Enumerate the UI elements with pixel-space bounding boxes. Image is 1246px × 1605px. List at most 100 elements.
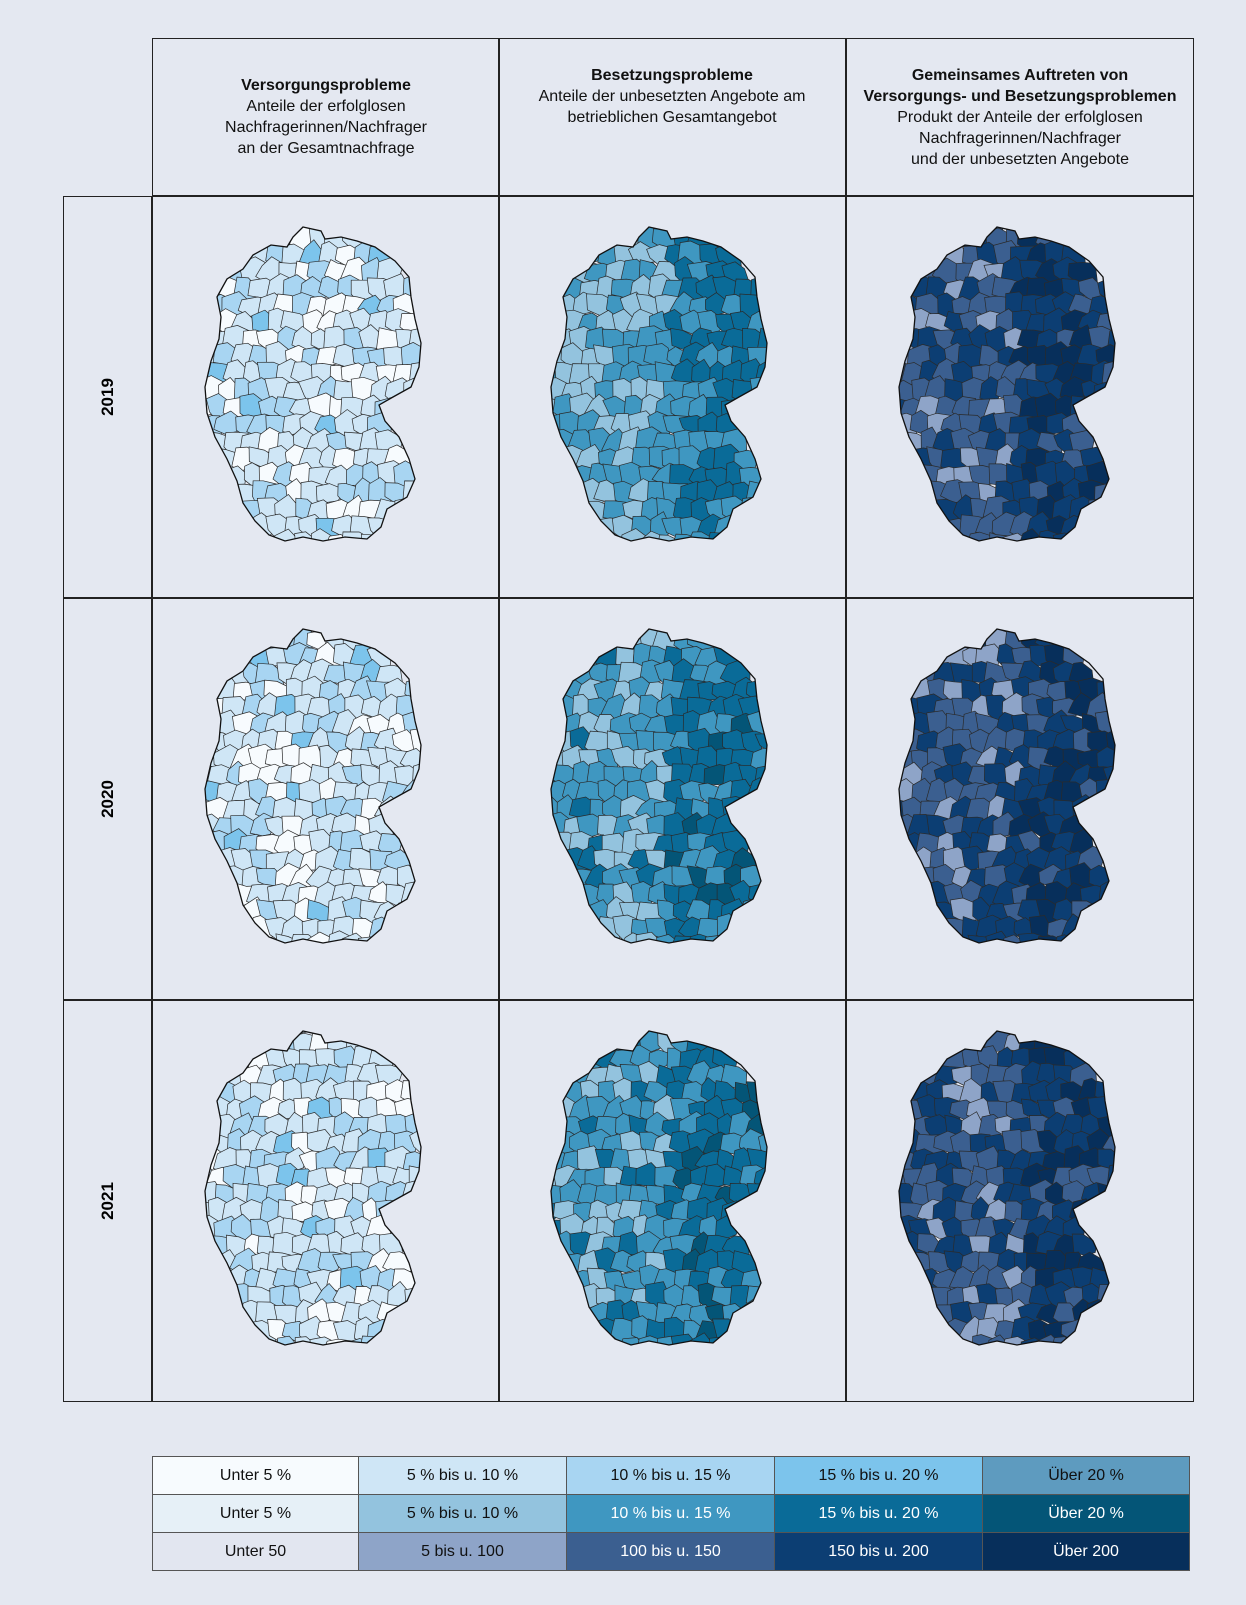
map-outline	[898, 226, 1116, 542]
legend-item: Unter 5 %	[152, 1494, 359, 1533]
map-district	[635, 931, 662, 943]
map-district	[1053, 934, 1080, 943]
column-title: Gemeinsames Auftreten von	[911, 66, 1129, 84]
map-district	[619, 528, 646, 541]
column-header-versorgung: Versorgungsprobleme Anteile der erfolglo…	[152, 38, 500, 196]
legend-item: 10 % bis u. 15 %	[566, 1494, 775, 1533]
map-outline	[550, 226, 768, 542]
map-cell	[498, 598, 846, 1000]
row-label-2021: 2021	[63, 1000, 152, 1402]
map-outline	[550, 1030, 768, 1346]
map-district	[628, 629, 655, 633]
germany-map	[898, 226, 1116, 542]
row-label-2020: 2020	[63, 598, 152, 1000]
map-cell	[846, 598, 1194, 1000]
column-title-line2: Versorgungs- und Besetzungsproblemen	[863, 87, 1177, 105]
column-subtitle-line: Nachfragerinnen/Nachfrager	[919, 129, 1121, 147]
column-title: Versorgungsprobleme	[241, 77, 411, 94]
legend-item: 15 % bis u. 20 %	[774, 1456, 983, 1495]
map-district	[1097, 1148, 1115, 1172]
map-district	[400, 881, 421, 905]
map-district	[670, 1333, 695, 1345]
germany-map	[898, 1030, 1116, 1346]
germany-map	[204, 628, 422, 944]
map-outline	[204, 1030, 422, 1346]
legend-item: 150 bis u. 200	[774, 1532, 983, 1571]
map-cell	[846, 196, 1194, 598]
map-district	[999, 1336, 1028, 1345]
map-district	[1096, 1284, 1115, 1313]
year-label: 2021	[97, 1182, 117, 1220]
legend-item: 5 bis u. 100	[358, 1532, 567, 1571]
map-district	[310, 528, 336, 541]
map-cell	[498, 1000, 846, 1402]
legend-item: Unter 50	[152, 1532, 359, 1571]
legend-item: 5 % bis u. 10 %	[358, 1456, 567, 1495]
legend-item: Über 200	[982, 1532, 1190, 1571]
map-district	[393, 1305, 420, 1328]
map-district	[948, 227, 979, 248]
map-district	[739, 899, 763, 926]
map-outline	[204, 226, 422, 542]
map-district	[708, 1336, 734, 1345]
map-district	[704, 531, 734, 541]
map-district	[1086, 1299, 1114, 1326]
map-district	[987, 1334, 1012, 1345]
germany-map	[204, 1030, 422, 1346]
map-district	[749, 376, 767, 404]
map-district	[255, 1031, 284, 1051]
legend-item: 15 % bis u. 20 %	[774, 1494, 983, 1533]
column-title: Besetzungsprobleme	[591, 67, 753, 84]
map-outline	[898, 1030, 1116, 1346]
map-district	[206, 1060, 231, 1086]
legend: Unter 5 % 5 % bis u. 10 % 10 % bis u. 15 %…	[152, 1456, 1194, 1571]
year-label: 2019	[97, 378, 117, 416]
legend-item: Über 20 %	[982, 1494, 1190, 1533]
map-district	[275, 933, 302, 943]
map-district	[1094, 482, 1115, 505]
map-cell	[498, 196, 846, 598]
legend-item: Über 20 %	[982, 1456, 1190, 1495]
map-district	[738, 496, 767, 522]
column-subtitle-line: Anteile der erfolglosen	[246, 98, 406, 115]
map-district	[1095, 779, 1115, 807]
map-district	[746, 1183, 767, 1208]
legend-item: 5 % bis u. 10 %	[358, 1494, 567, 1533]
legend-item: 10 % bis u. 15 %	[566, 1456, 775, 1495]
map-district	[1096, 746, 1115, 771]
map-district	[357, 935, 387, 943]
map-district	[754, 765, 767, 789]
map-district	[327, 930, 353, 943]
map-district	[402, 480, 421, 509]
map-cell	[846, 1000, 1194, 1402]
map-district	[274, 528, 299, 541]
map-cell	[152, 598, 500, 1000]
map-district	[1052, 532, 1081, 541]
column-subtitle-line: und der unbesetzten Angebote	[911, 150, 1129, 168]
map-district	[1097, 1182, 1115, 1208]
map-outline	[550, 628, 768, 944]
column-subtitle-line: betrieblichen Gesamtangebot	[567, 109, 777, 126]
column-subtitle-line: Anteile der unbesetzten Angebote am	[538, 88, 806, 105]
germany-map	[550, 628, 768, 944]
column-subtitle-line: an der Gesamtnachfrage	[237, 140, 415, 157]
map-outline	[898, 628, 1116, 944]
map-district	[358, 1335, 388, 1345]
column-subtitle-line: Nachfragerinnen/Nachfrager	[225, 119, 427, 136]
map-district	[368, 916, 393, 943]
column-header-besetzung: Besetzungsprobleme Anteile der unbesetzt…	[498, 38, 846, 196]
map-district	[409, 1128, 421, 1159]
legend-item: 100 bis u. 150	[566, 1532, 775, 1571]
map-district	[403, 377, 421, 407]
map-district	[276, 1335, 300, 1345]
column-subtitle-line: Produkt der Anteile der erfolglosen	[897, 108, 1143, 126]
map-district	[754, 733, 767, 754]
map-district	[361, 533, 386, 541]
germany-map	[898, 628, 1116, 944]
map-district	[745, 1285, 767, 1310]
map-district	[686, 1332, 716, 1345]
map-district	[399, 748, 421, 772]
germany-map	[550, 226, 768, 542]
legend-item: Unter 5 %	[152, 1456, 359, 1495]
year-label: 2020	[97, 780, 117, 818]
